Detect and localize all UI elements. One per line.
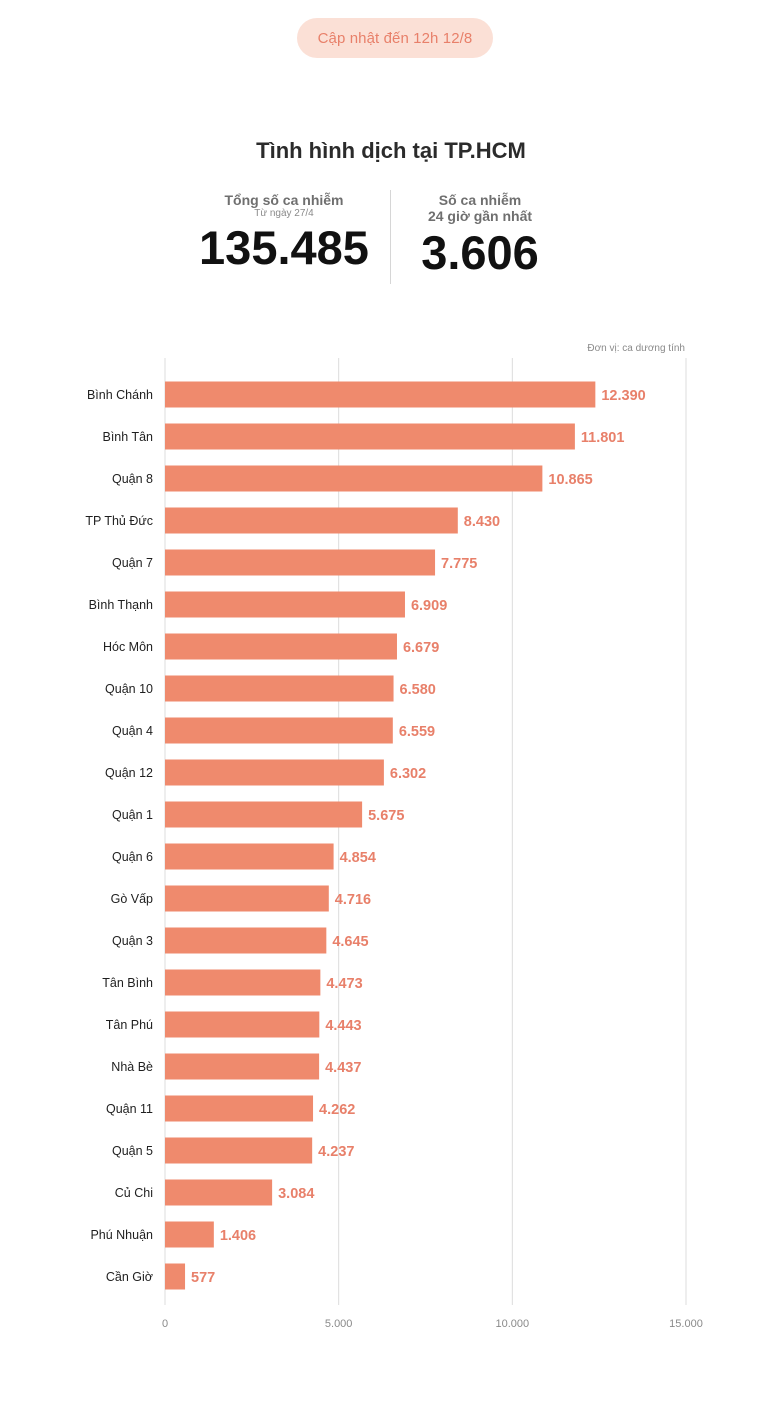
value-label: 5.675 xyxy=(368,808,404,824)
value-label: 4.437 xyxy=(325,1060,361,1076)
value-label: 6.580 xyxy=(400,682,436,698)
bar xyxy=(165,423,575,450)
bar xyxy=(165,1095,314,1122)
value-label: 7.775 xyxy=(441,556,477,572)
category-label: Bình Thạnh xyxy=(89,598,153,612)
category-label: Bình Chánh xyxy=(87,388,153,402)
update-time-badge: Cập nhật đến 12h 12/8 xyxy=(297,18,493,58)
value-label: 11.801 xyxy=(581,430,625,446)
value-label: 6.302 xyxy=(390,766,426,782)
value-label: 4.854 xyxy=(340,850,376,866)
bar xyxy=(165,885,329,912)
bar xyxy=(165,675,394,702)
category-label: Nhà Bè xyxy=(111,1060,153,1074)
value-label: 12.390 xyxy=(601,388,645,404)
bar xyxy=(165,591,405,618)
bar xyxy=(165,633,397,660)
category-label: Tân Phú xyxy=(106,1018,153,1032)
x-tick-label: 5.000 xyxy=(325,1318,353,1330)
category-label: Quận 5 xyxy=(112,1144,153,1158)
category-label: Củ Chi xyxy=(115,1186,153,1200)
category-label: Quận 8 xyxy=(112,472,153,486)
category-label: Quận 10 xyxy=(105,682,153,696)
category-label: Gò Vấp xyxy=(111,892,153,906)
unit-note: Đơn vị: ca dương tính xyxy=(587,343,685,354)
value-label: 3.084 xyxy=(278,1186,314,1202)
x-tick-label: 10.000 xyxy=(496,1318,530,1330)
recent-cases-label-line2: 24 giờ gần nhất xyxy=(427,208,533,224)
value-label: 10.865 xyxy=(548,472,592,488)
category-label: Hóc Môn xyxy=(103,640,153,654)
category-label: TP Thủ Đức xyxy=(85,514,153,528)
bar xyxy=(165,507,458,534)
category-label: Quận 1 xyxy=(112,808,153,822)
value-label: 1.406 xyxy=(220,1228,256,1244)
bar xyxy=(165,1263,186,1290)
bar xyxy=(165,801,363,828)
value-label: 8.430 xyxy=(464,514,500,530)
value-label: 4.237 xyxy=(318,1144,354,1160)
value-label: 6.559 xyxy=(399,724,435,740)
value-label: 4.716 xyxy=(335,892,371,908)
value-label: 4.262 xyxy=(319,1102,355,1118)
total-cases-value: 135.485 xyxy=(199,221,369,274)
bar xyxy=(165,759,384,786)
value-label: 4.473 xyxy=(326,976,362,992)
bar xyxy=(165,1053,320,1080)
bar xyxy=(165,927,327,954)
value-label: 4.645 xyxy=(332,934,368,950)
recent-cases-value: 3.606 xyxy=(421,226,539,279)
recent-cases-block: Số ca nhiễm 24 giờ gần nhất 3.606 xyxy=(395,192,565,280)
category-label: Quận 4 xyxy=(112,724,153,738)
stats-divider xyxy=(390,190,391,284)
category-label: Cần Giờ xyxy=(106,1270,153,1284)
value-label: 6.909 xyxy=(411,598,447,614)
x-tick-label: 0 xyxy=(162,1318,168,1330)
bar xyxy=(165,1137,313,1164)
x-tick-label: 15.000 xyxy=(669,1318,703,1330)
bar xyxy=(165,381,596,408)
bar xyxy=(165,465,543,492)
category-label: Quận 12 xyxy=(105,766,153,780)
category-label: Quận 6 xyxy=(112,850,153,864)
recent-cases-label-line1: Số ca nhiễm xyxy=(438,192,522,208)
total-cases-subtitle: Từ ngày 27/4 xyxy=(254,208,314,219)
bar xyxy=(165,549,436,576)
category-label: Quận 7 xyxy=(112,556,153,570)
value-label: 4.443 xyxy=(325,1018,361,1034)
category-label: Tân Bình xyxy=(102,976,153,990)
bar xyxy=(165,969,321,996)
total-cases-block: Tổng số ca nhiễm Từ ngày 27/4 135.485 xyxy=(180,192,388,275)
value-label: 577 xyxy=(191,1270,215,1286)
page-title: Tình hình dịch tại TP.HCM xyxy=(256,138,526,163)
category-label: Phú Nhuận xyxy=(90,1228,153,1242)
total-cases-label: Tổng số ca nhiễm xyxy=(224,192,344,208)
category-label: Quận 11 xyxy=(106,1102,153,1116)
bar xyxy=(165,1221,214,1248)
category-label: Bình Tân xyxy=(102,430,153,444)
bar xyxy=(165,1011,320,1038)
value-label: 6.679 xyxy=(403,640,439,656)
category-label: Quận 3 xyxy=(112,934,153,948)
bar xyxy=(165,1179,273,1206)
bar xyxy=(165,843,334,870)
bar xyxy=(165,717,393,744)
